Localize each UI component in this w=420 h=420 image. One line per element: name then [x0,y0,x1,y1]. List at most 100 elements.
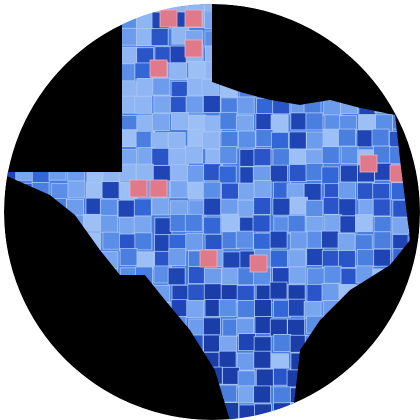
county [101,181,120,200]
county [152,77,171,96]
county [51,4,70,12]
county [222,251,241,270]
county [204,233,223,252]
county [32,28,51,47]
county [407,113,410,132]
county [237,130,256,149]
county [338,10,356,28]
county [154,217,173,236]
county [236,318,255,336]
county [237,370,256,389]
county-red [184,9,203,28]
county [5,386,17,405]
county [389,4,408,13]
county [392,334,410,353]
county [253,180,272,198]
county [406,351,410,370]
county [52,387,71,405]
county [5,368,18,387]
county-red [149,59,168,78]
county [133,215,152,234]
county [253,350,272,369]
county [307,267,326,286]
county [272,197,291,216]
county [254,4,273,11]
county [254,316,273,334]
county [372,183,391,201]
county [340,403,359,420]
county [5,299,17,318]
county [151,113,170,131]
county [392,10,410,29]
county [252,214,271,233]
county [373,10,391,29]
county [17,4,36,14]
county [18,335,37,354]
county [5,78,20,96]
county [356,129,375,148]
county [287,318,306,337]
county [203,267,222,286]
county [238,385,256,404]
county [408,283,410,301]
county [255,129,274,147]
county [356,368,375,387]
county [188,60,206,79]
county-red [359,154,378,173]
county [220,130,239,149]
county [218,350,237,369]
county [220,284,239,303]
county [237,199,256,218]
county [305,163,324,181]
county [66,4,85,14]
county [269,230,288,249]
county [185,145,204,164]
county [321,166,340,185]
county [5,129,18,148]
county [306,248,325,266]
county [151,147,170,166]
county [391,403,409,420]
county [254,299,272,317]
county [203,197,222,216]
county [238,404,257,420]
county [254,403,272,420]
county [288,131,307,150]
county [269,281,288,300]
county [290,196,308,215]
county [135,163,154,182]
county [202,317,221,336]
county [290,402,308,420]
county [135,13,154,31]
county [5,95,19,114]
county [170,80,189,99]
county [338,198,357,217]
county [269,318,288,337]
county [185,95,204,114]
county [270,131,289,150]
county [33,62,52,81]
county [290,112,309,131]
county [374,64,393,83]
county [322,4,341,14]
county [203,115,222,134]
county [203,283,222,302]
county [337,250,356,268]
county [356,249,375,267]
county [187,283,206,302]
county [287,4,306,12]
county [5,4,19,12]
county [338,181,356,200]
county [50,46,69,64]
county [236,96,255,115]
county-red [129,179,148,198]
county [202,181,221,200]
county [406,333,410,352]
county [168,248,187,267]
county [391,29,410,48]
county [118,216,137,235]
county [324,387,342,405]
county [167,132,186,150]
county [392,316,410,335]
county [356,386,375,405]
